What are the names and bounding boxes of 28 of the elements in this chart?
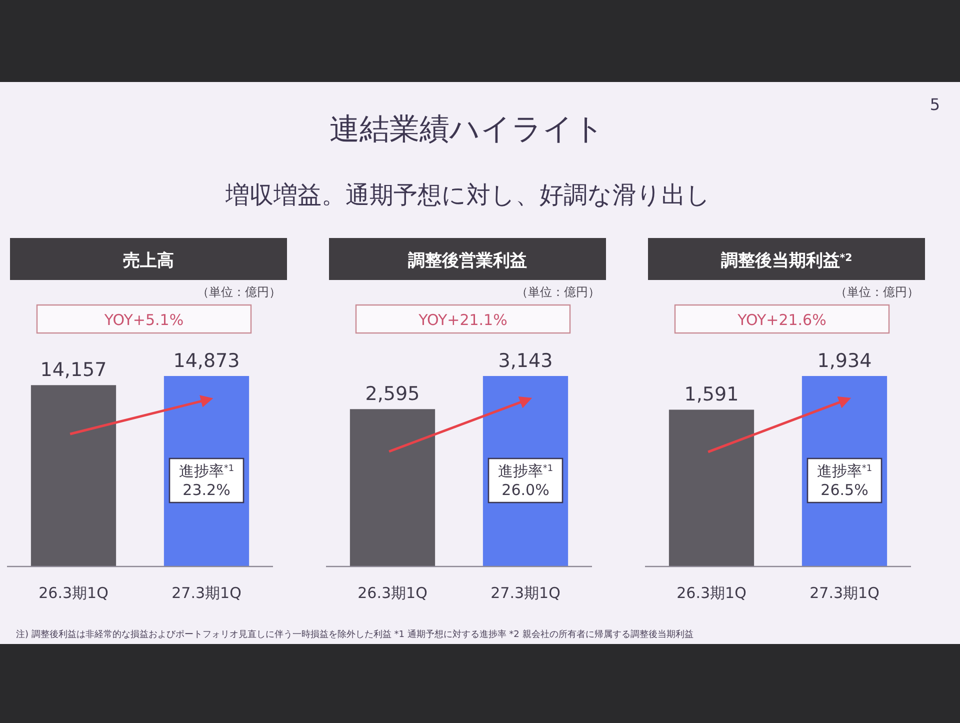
- data-label: 14,873: [173, 350, 240, 372]
- chart-title: 売上高: [123, 251, 174, 271]
- annotation: 進捗率$^{*1}$ 26.5%: [816, 462, 872, 499]
- data-label: 1,934: [817, 350, 872, 372]
- text: YOY+21.6%: [736, 311, 826, 329]
- text: 注) 調整後利益は非経常的な損益およびポートフォリオ見直しに伴う一時損益を除外した利益 *1 通期予想に対する進捗率 *2 親会社の所有者に帰属する調整後当期利益: [16, 629, 694, 640]
- chart-title: 調整後営業利益: [408, 251, 527, 271]
- text: （単位：億円）: [197, 285, 281, 299]
- x-tick-label: 26.3期1Q: [38, 584, 108, 602]
- annotation: 進捗率$^{*1}$ 26.0%: [498, 462, 554, 499]
- x-tick-label: 27.3期1Q: [810, 584, 880, 602]
- data-label: 14,157: [40, 359, 107, 382]
- text: 連結業績ハイライト: [330, 112, 604, 147]
- text: 増収増益。通期予想に対し、好調な滑り出し: [224, 181, 710, 209]
- text: （単位：億円）: [835, 285, 919, 299]
- text: （単位：億円）: [516, 285, 600, 299]
- x-tick-label: 27.3期1Q: [490, 584, 560, 602]
- annotation: 進捗率$^{*1}$ 23.2%: [178, 462, 234, 499]
- x-tick-label: 26.3期1Q: [676, 584, 746, 602]
- text: YOY+5.1%: [103, 311, 184, 329]
- x-tick-label: 27.3期1Q: [172, 584, 242, 602]
- data-label: 1,591: [684, 384, 739, 406]
- text: YOY+21.1%: [418, 311, 508, 329]
- x-tick-label: 26.3期1Q: [358, 584, 428, 602]
- text: 5: [930, 95, 940, 114]
- data-label: 3,143: [498, 350, 553, 372]
- chart-title: 調整後当期利益$^{*2}$: [720, 251, 852, 271]
- data-label: 2,595: [365, 383, 420, 406]
